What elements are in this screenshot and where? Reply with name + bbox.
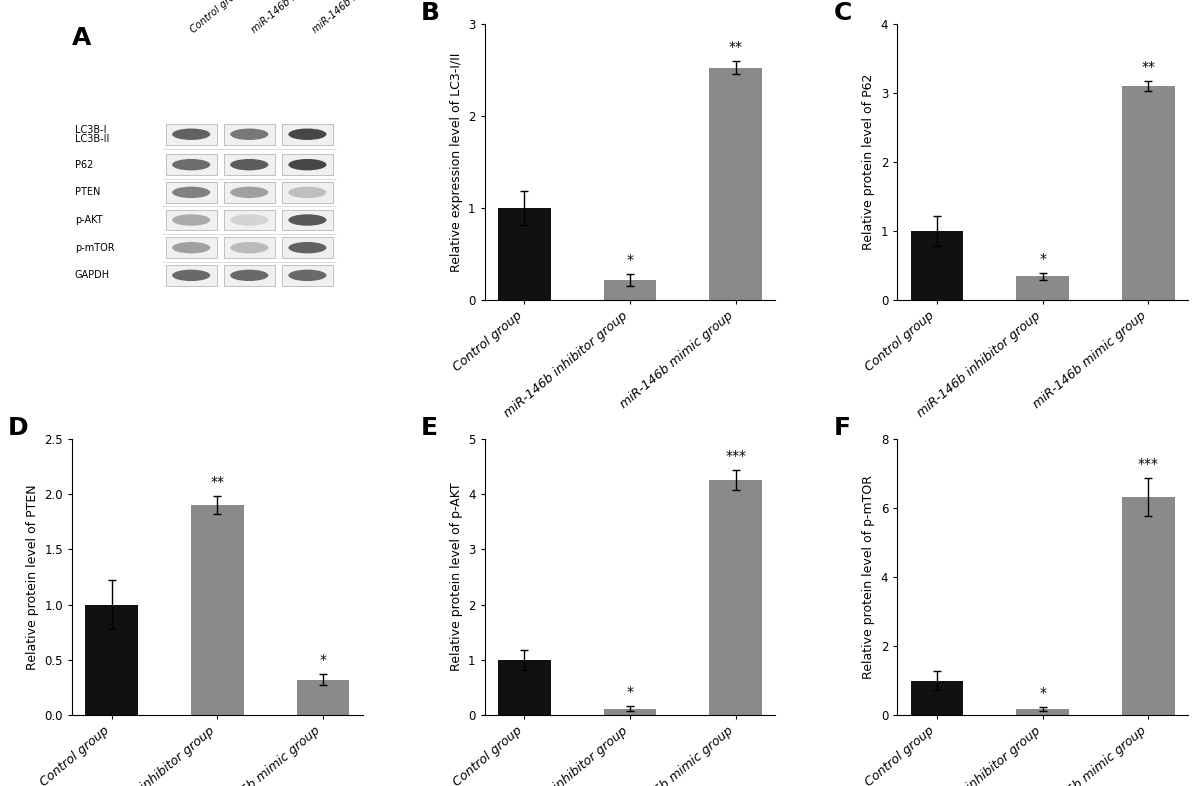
Bar [282, 237, 332, 258]
Bar [224, 210, 275, 230]
Ellipse shape [228, 240, 270, 255]
Bar [498, 660, 551, 715]
Bar [166, 210, 216, 230]
Ellipse shape [228, 267, 270, 283]
Ellipse shape [288, 159, 326, 171]
Bar [604, 280, 656, 300]
Bar [166, 124, 216, 145]
Text: B: B [421, 2, 439, 25]
Text: **: ** [210, 476, 224, 489]
Ellipse shape [287, 185, 329, 200]
Bar [224, 182, 275, 203]
Bar [224, 124, 275, 145]
Y-axis label: Relative protein level of p-AKT: Relative protein level of p-AKT [450, 483, 463, 671]
Ellipse shape [230, 270, 269, 281]
Ellipse shape [287, 267, 329, 283]
Ellipse shape [228, 185, 270, 200]
Bar [604, 709, 656, 715]
Text: A: A [72, 27, 91, 50]
Bar [224, 237, 275, 258]
Bar [224, 265, 275, 286]
Ellipse shape [172, 129, 210, 140]
Ellipse shape [172, 215, 210, 226]
Y-axis label: Relative protein level of PTEN: Relative protein level of PTEN [25, 484, 38, 670]
Bar [224, 154, 275, 175]
Bar [166, 237, 216, 258]
Bar [1122, 498, 1175, 715]
Bar [166, 154, 216, 175]
Ellipse shape [170, 127, 212, 142]
Bar [911, 681, 964, 715]
Bar [166, 265, 216, 286]
Ellipse shape [230, 242, 269, 253]
Bar [282, 182, 332, 203]
Ellipse shape [170, 267, 212, 283]
Bar [1016, 709, 1069, 715]
Text: *: * [1039, 685, 1046, 700]
Bar [296, 680, 349, 715]
Ellipse shape [288, 215, 326, 226]
Ellipse shape [287, 156, 329, 173]
Text: *: * [319, 653, 326, 667]
Ellipse shape [287, 127, 329, 142]
Text: E: E [421, 417, 438, 440]
Y-axis label: Relative expression level of LC3-I/II: Relative expression level of LC3-I/II [450, 52, 463, 272]
Ellipse shape [170, 212, 212, 228]
Ellipse shape [288, 186, 326, 198]
Ellipse shape [170, 240, 212, 255]
Bar [282, 154, 332, 175]
Text: PTEN: PTEN [74, 187, 101, 197]
Ellipse shape [287, 212, 329, 228]
Ellipse shape [288, 129, 326, 140]
Ellipse shape [288, 242, 326, 253]
Text: GAPDH: GAPDH [74, 270, 110, 281]
Text: ***: *** [1138, 457, 1159, 472]
Ellipse shape [228, 156, 270, 173]
Bar [1016, 276, 1069, 300]
Bar [709, 68, 762, 300]
Ellipse shape [170, 156, 212, 173]
Text: miR-146b mimic group: miR-146b mimic group [311, 0, 403, 35]
Ellipse shape [230, 129, 269, 140]
Bar [911, 231, 964, 300]
Text: p-mTOR: p-mTOR [74, 243, 114, 252]
Bar [282, 124, 332, 145]
Ellipse shape [230, 159, 269, 171]
Text: p-AKT: p-AKT [74, 215, 102, 225]
Ellipse shape [170, 185, 212, 200]
Text: D: D [8, 417, 29, 440]
Text: *: * [1039, 252, 1046, 266]
Y-axis label: Relative protein level of p-mTOR: Relative protein level of p-mTOR [863, 475, 875, 679]
Text: LC3B-I
LC3B-II: LC3B-I LC3B-II [74, 125, 109, 144]
Bar [498, 208, 551, 300]
Text: *: * [626, 685, 634, 700]
Bar [282, 210, 332, 230]
Ellipse shape [288, 270, 326, 281]
Ellipse shape [287, 240, 329, 255]
Ellipse shape [172, 270, 210, 281]
Text: C: C [834, 2, 852, 25]
Text: *: * [626, 252, 634, 266]
Text: Control group: Control group [188, 0, 246, 35]
Text: miR-146b inhibitor group: miR-146b inhibitor group [250, 0, 350, 35]
Text: **: ** [1141, 60, 1156, 74]
Y-axis label: Relative protein level of P62: Relative protein level of P62 [863, 74, 875, 250]
Text: F: F [834, 417, 851, 440]
Ellipse shape [172, 159, 210, 171]
Ellipse shape [228, 212, 270, 228]
Ellipse shape [228, 127, 270, 142]
Bar [282, 265, 332, 286]
Bar [166, 182, 216, 203]
Text: **: ** [728, 40, 743, 54]
Text: P62: P62 [74, 160, 94, 170]
Ellipse shape [172, 242, 210, 253]
Text: ***: *** [725, 450, 746, 463]
Ellipse shape [230, 215, 269, 226]
Bar [709, 480, 762, 715]
Bar [85, 604, 138, 715]
Ellipse shape [230, 186, 269, 198]
Bar [191, 505, 244, 715]
Bar [1122, 86, 1175, 300]
Ellipse shape [172, 186, 210, 198]
